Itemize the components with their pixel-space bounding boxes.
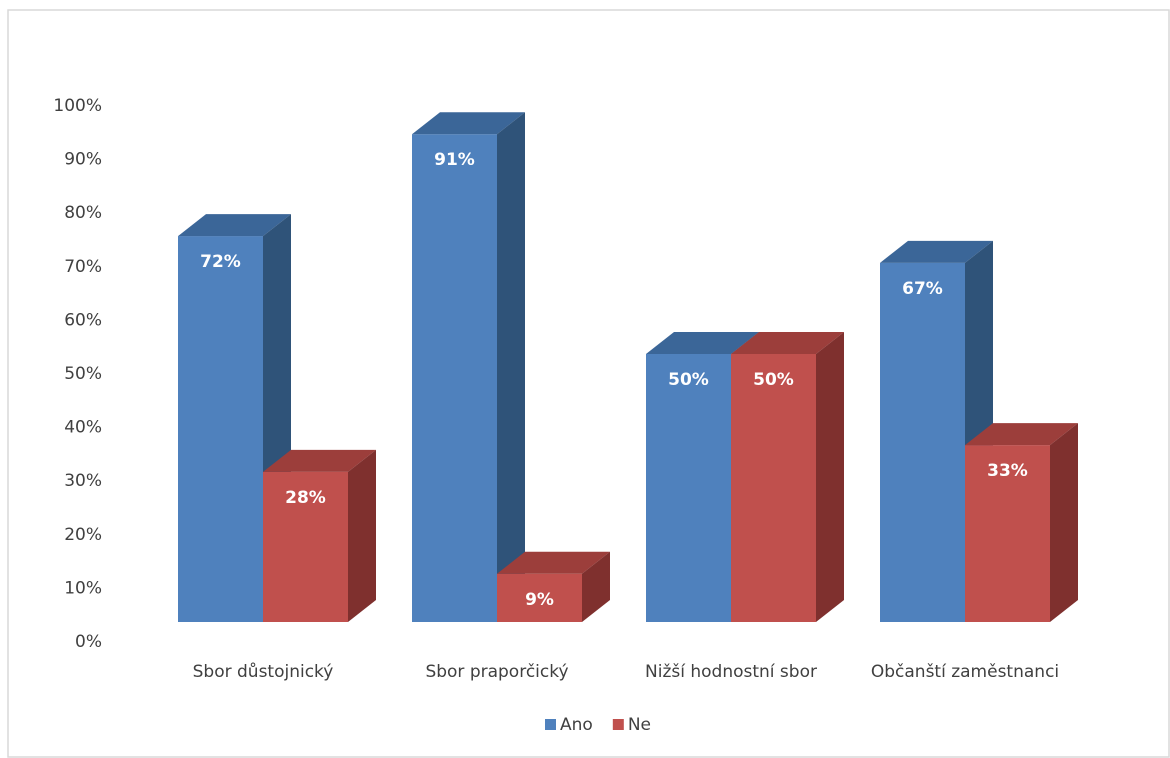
bar-top xyxy=(731,332,844,354)
legend-swatch xyxy=(545,719,556,730)
bar-top xyxy=(965,423,1078,446)
x-tick-label: Sbor důstojnický xyxy=(193,662,334,682)
bar-top xyxy=(412,112,525,135)
bar-side xyxy=(1050,423,1078,622)
bar xyxy=(178,236,263,622)
data-label: 50% xyxy=(753,370,794,390)
bar xyxy=(880,262,965,622)
y-tick-label: 50% xyxy=(64,364,102,384)
y-tick-label: 40% xyxy=(64,418,102,438)
y-tick-label: 30% xyxy=(64,471,102,491)
x-tick-label: Nižší hodnostní sbor xyxy=(645,662,817,682)
y-tick-label: 80% xyxy=(64,203,102,223)
bar-top xyxy=(880,240,993,263)
bar xyxy=(646,354,731,622)
x-tick-label: Občanští zaměstnanci xyxy=(871,662,1059,682)
y-tick-label: 10% xyxy=(64,578,102,598)
y-tick-label: 100% xyxy=(53,96,102,116)
data-label: 67% xyxy=(902,279,943,299)
bar xyxy=(263,471,348,622)
x-tick-label: Sbor praporčický xyxy=(425,662,568,682)
bar xyxy=(412,134,497,623)
data-label: 9% xyxy=(525,590,554,610)
bar-side xyxy=(816,332,844,622)
bar-side xyxy=(582,551,610,622)
bar xyxy=(497,573,582,622)
data-label: 91% xyxy=(434,150,475,170)
y-tick-label: 20% xyxy=(64,525,102,545)
bar xyxy=(965,445,1050,622)
data-label: 72% xyxy=(200,252,241,272)
data-label: 33% xyxy=(987,461,1028,481)
legend-label: Ano xyxy=(560,715,593,735)
data-label: 28% xyxy=(285,488,326,508)
bar-side xyxy=(348,449,376,622)
chart-frame xyxy=(7,9,1170,758)
y-tick-label: 70% xyxy=(64,257,102,277)
legend-label: Ne xyxy=(628,715,651,735)
bar-top xyxy=(646,332,759,354)
y-tick-label: 60% xyxy=(64,310,102,330)
bar-top xyxy=(263,449,376,472)
bar-side xyxy=(497,112,525,623)
bar-top xyxy=(497,551,610,574)
bar-top xyxy=(178,214,291,237)
legend-swatch xyxy=(612,719,624,730)
y-tick-label: 90% xyxy=(64,150,102,170)
data-label: 50% xyxy=(668,370,709,390)
y-tick-label: 0% xyxy=(75,632,102,652)
bar xyxy=(731,354,816,622)
